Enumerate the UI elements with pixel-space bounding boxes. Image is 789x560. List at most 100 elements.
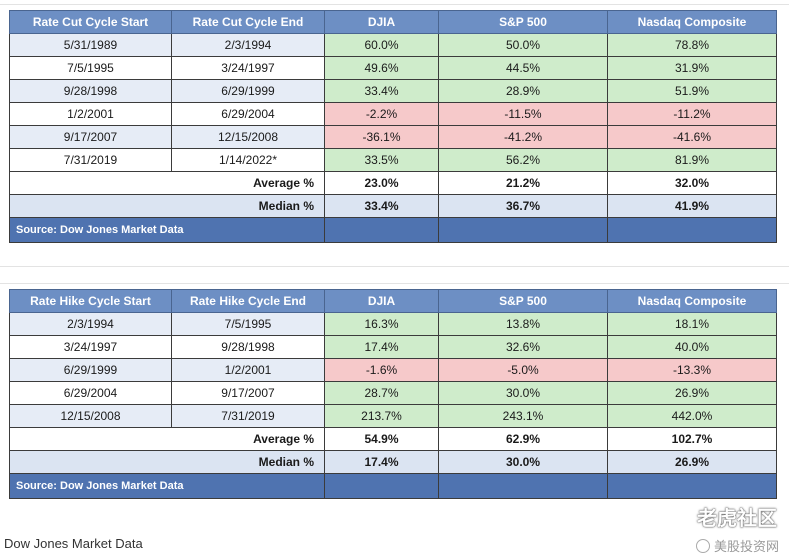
median-label: Median % (9, 450, 325, 474)
djia-value: 33.4% (324, 79, 439, 103)
nasdaq-value: 18.1% (607, 312, 777, 336)
average-label: Average % (9, 427, 325, 451)
nasdaq-value: 26.9% (607, 381, 777, 405)
cycle-start: 12/15/2008 (9, 404, 172, 428)
sp500-median: 36.7% (438, 194, 608, 218)
table-row: 9/28/1998 6/29/1999 33.4% 28.9% 51.9% (9, 79, 777, 103)
median-label: Median % (9, 194, 325, 218)
cycle-start: 7/31/2019 (9, 148, 172, 172)
table-row: 9/17/2007 12/15/2008 -36.1% -41.2% -41.6… (9, 125, 777, 149)
rate-hike-table: Rate Hike Cycle Start Rate Hike Cycle En… (9, 289, 777, 499)
watermark-text: 老虎社区 (697, 506, 777, 530)
cycle-end: 9/17/2007 (171, 381, 325, 405)
source-note: Source: Dow Jones Market Data (9, 217, 325, 243)
cycle-end: 6/29/2004 (171, 102, 325, 126)
header-djia: DJIA (324, 289, 439, 313)
nasdaq-value: 40.0% (607, 335, 777, 359)
nasdaq-value: 31.9% (607, 56, 777, 80)
cycle-start: 1/2/2001 (9, 102, 172, 126)
sp500-value: -5.0% (438, 358, 608, 382)
nasdaq-value: -11.2% (607, 102, 777, 126)
cycle-end: 1/14/2022* (171, 148, 325, 172)
cycle-start: 9/28/1998 (9, 79, 172, 103)
djia-value: 28.7% (324, 381, 439, 405)
sp500-value: 56.2% (438, 148, 608, 172)
table-row: 3/24/1997 9/28/1998 17.4% 32.6% 40.0% (9, 335, 777, 359)
nasdaq-median: 41.9% (607, 194, 777, 218)
header-start: Rate Cut Cycle Start (9, 10, 172, 34)
median-row: Median % 17.4% 30.0% 26.9% (9, 450, 777, 474)
djia-value: 17.4% (324, 335, 439, 359)
djia-value: -2.2% (324, 102, 439, 126)
cycle-end: 7/5/1995 (171, 312, 325, 336)
sp500-value: 30.0% (438, 381, 608, 405)
cycle-end: 12/15/2008 (171, 125, 325, 149)
header-djia: DJIA (324, 10, 439, 34)
djia-value: 60.0% (324, 33, 439, 57)
nasdaq-value: 78.8% (607, 33, 777, 57)
table-row: 6/29/2004 9/17/2007 28.7% 30.0% 26.9% (9, 381, 777, 405)
sp500-value: -41.2% (438, 125, 608, 149)
sp500-median: 30.0% (438, 450, 608, 474)
nasdaq-median: 26.9% (607, 450, 777, 474)
djia-value: 49.6% (324, 56, 439, 80)
cycle-start: 2/3/1994 (9, 312, 172, 336)
site-watermark-text: 美股投资网 (713, 540, 779, 555)
header-end: Rate Cut Cycle End (171, 10, 325, 34)
table-row: 1/2/2001 6/29/2004 -2.2% -11.5% -11.2% (9, 102, 777, 126)
average-row: Average % 23.0% 21.2% 32.0% (9, 171, 777, 195)
table-row: 7/31/2019 1/14/2022* 33.5% 56.2% 81.9% (9, 148, 777, 172)
cycle-end: 7/31/2019 (171, 404, 325, 428)
header-nasdaq: Nasdaq Composite (607, 289, 777, 313)
image-caption: Dow Jones Market Data (4, 536, 143, 551)
cycle-start: 7/5/1995 (9, 56, 172, 80)
sp500-value: 32.6% (438, 335, 608, 359)
table-row: 12/15/2008 7/31/2019 213.7% 243.1% 442.0… (9, 404, 777, 428)
nasdaq-value: 51.9% (607, 79, 777, 103)
cycle-start: 6/29/2004 (9, 381, 172, 405)
sp500-average: 62.9% (438, 427, 608, 451)
sp500-average: 21.2% (438, 171, 608, 195)
table-row: 5/31/1989 2/3/1994 60.0% 50.0% 78.8% (9, 33, 777, 57)
djia-average: 23.0% (324, 171, 439, 195)
sp500-value: -11.5% (438, 102, 608, 126)
table-header-row: Rate Hike Cycle Start Rate Hike Cycle En… (9, 289, 777, 313)
cycle-start: 3/24/1997 (9, 335, 172, 359)
table-row: 7/5/1995 3/24/1997 49.6% 44.5% 31.9% (9, 56, 777, 80)
site-watermark: 美股投资网 (695, 536, 779, 555)
sp500-value: 28.9% (438, 79, 608, 103)
cycle-start: 9/17/2007 (9, 125, 172, 149)
median-row: Median % 33.4% 36.7% 41.9% (9, 194, 777, 218)
nasdaq-average: 32.0% (607, 171, 777, 195)
table-row: 6/29/1999 1/2/2001 -1.6% -5.0% -13.3% (9, 358, 777, 382)
average-row: Average % 54.9% 62.9% 102.7% (9, 427, 777, 451)
djia-median: 17.4% (324, 450, 439, 474)
djia-value: 16.3% (324, 312, 439, 336)
djia-value: -1.6% (324, 358, 439, 382)
cycle-start: 6/29/1999 (9, 358, 172, 382)
header-end: Rate Hike Cycle End (171, 289, 325, 313)
nasdaq-average: 102.7% (607, 427, 777, 451)
header-nasdaq: Nasdaq Composite (607, 10, 777, 34)
source-row: Source: Dow Jones Market Data (9, 473, 777, 499)
cycle-end: 1/2/2001 (171, 358, 325, 382)
nasdaq-value: 442.0% (607, 404, 777, 428)
source-row: Source: Dow Jones Market Data (9, 217, 777, 243)
djia-value: 213.7% (324, 404, 439, 428)
site-logo-icon (695, 538, 710, 553)
header-sp500: S&P 500 (438, 10, 608, 34)
nasdaq-value: -13.3% (607, 358, 777, 382)
watermark: 老虎社区 (669, 502, 777, 531)
sp500-value: 50.0% (438, 33, 608, 57)
cycle-end: 2/3/1994 (171, 33, 325, 57)
nasdaq-value: 81.9% (607, 148, 777, 172)
djia-value: 33.5% (324, 148, 439, 172)
rate-cut-table: Rate Cut Cycle Start Rate Cut Cycle End … (9, 10, 777, 243)
source-note: Source: Dow Jones Market Data (9, 473, 325, 499)
sp500-value: 13.8% (438, 312, 608, 336)
cycle-end: 9/28/1998 (171, 335, 325, 359)
djia-median: 33.4% (324, 194, 439, 218)
djia-average: 54.9% (324, 427, 439, 451)
header-sp500: S&P 500 (438, 289, 608, 313)
cycle-start: 5/31/1989 (9, 33, 172, 57)
